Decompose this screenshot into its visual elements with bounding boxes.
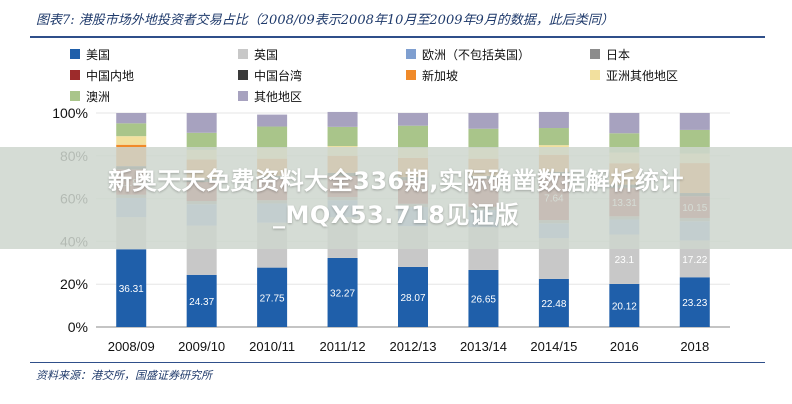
legend-swatch-taiwan — [238, 70, 248, 80]
bar-segment-other — [609, 113, 640, 134]
data-label: 36.31 — [119, 284, 144, 295]
banner-line-1: 新奥天天免费资料大全336期,实际确凿数据解析统计 — [108, 167, 684, 195]
legend-item-australia: 澳洲 — [70, 88, 110, 104]
legend-label-us: 美国 — [86, 47, 111, 62]
y-tick-label: 100% — [52, 105, 88, 121]
x-tick-label: 2013/14 — [460, 339, 507, 354]
title-divider — [30, 36, 765, 38]
bar-segment-australia — [327, 126, 358, 147]
legend-item-mainland: 中国内地 — [70, 67, 134, 83]
bar-segment-us — [327, 257, 358, 327]
bar-segment-australia — [398, 125, 428, 149]
x-tick-label: 2018 — [680, 339, 709, 354]
watermark-banner: 新奥天天免费资料大全336期,实际确凿数据解析统计 _MQX53.718见证版 — [0, 147, 792, 249]
data-label: 20.12 — [612, 301, 637, 312]
legend-swatch-singapore — [406, 70, 416, 80]
bar-segment-other — [327, 111, 358, 127]
legend-swatch-us — [70, 49, 80, 59]
legend-item-uk: 英国 — [238, 46, 278, 62]
legend-item-japan: 日本 — [590, 46, 630, 62]
data-label: 24.37 — [189, 297, 214, 308]
bar-segment-us — [609, 283, 640, 327]
bar-segment-us — [398, 266, 428, 327]
legend-label-mainland: 中国内地 — [86, 68, 135, 83]
bar-segment-us — [186, 274, 217, 327]
legend-label-asia-other: 亚洲其他地区 — [606, 68, 679, 83]
legend-item-us: 美国 — [70, 46, 110, 62]
bar-segment-other — [116, 113, 147, 124]
data-label: 23.23 — [682, 298, 707, 309]
legend-label-europe: 欧洲（不包括英国） — [422, 47, 531, 62]
data-label: 26.65 — [471, 294, 496, 305]
data-label: 27.75 — [260, 293, 285, 304]
bar-segment-other — [468, 113, 499, 129]
legend-item-europe: 欧洲（不包括英国） — [406, 46, 530, 62]
bar-segment-other — [679, 113, 710, 130]
y-tick-label: 0% — [68, 319, 88, 335]
x-tick-label: 2014/15 — [530, 339, 577, 354]
bar-segment-us — [257, 267, 288, 327]
bar-segment-australia — [116, 123, 147, 137]
bar-segment-us — [116, 249, 147, 327]
legend-swatch-other — [238, 91, 248, 101]
bar-segment-other — [398, 113, 428, 126]
data-label: 32.27 — [330, 288, 355, 299]
bar-segment-us — [538, 278, 569, 327]
legend-item-taiwan: 中国台湾 — [238, 67, 302, 83]
source-note: 资料来源：港交所，国盛证券研究所 — [36, 369, 212, 382]
x-tick-label: 2011/12 — [320, 339, 366, 354]
bar-segment-australia — [257, 126, 288, 148]
data-label: 22.48 — [541, 299, 566, 310]
y-tick-label: 20% — [60, 276, 88, 292]
bar-segment-other — [186, 113, 217, 133]
legend-item-other: 其他地区 — [238, 88, 302, 104]
data-label: 17.22 — [682, 255, 707, 266]
legend-label-singapore: 新加坡 — [422, 68, 459, 83]
data-label: 28.07 — [400, 293, 425, 304]
x-tick-label: 2010/11 — [249, 339, 295, 354]
legend-label-australia: 澳洲 — [86, 89, 111, 104]
legend-item-asia-other: 亚洲其他地区 — [590, 67, 678, 83]
bar-segment-asia_other — [116, 136, 147, 145]
banner-line-2: _MQX53.718见证版 — [273, 201, 519, 229]
legend-swatch-europe — [406, 49, 416, 59]
legend-label-taiwan: 中国台湾 — [254, 68, 303, 83]
legend-swatch-mainland — [70, 70, 80, 80]
legend-label-other: 其他地区 — [254, 89, 303, 104]
legend-label-uk: 英国 — [254, 47, 279, 62]
x-tick-label: 2012/13 — [390, 339, 437, 354]
legend-item-singapore: 新加坡 — [406, 67, 458, 83]
legend-swatch-australia — [70, 91, 80, 101]
x-tick-label: 2016 — [610, 339, 639, 354]
legend-swatch-japan — [590, 49, 600, 59]
bar-segment-australia — [468, 128, 499, 148]
legend-swatch-asia-other — [590, 70, 600, 80]
source-divider — [30, 362, 765, 363]
chart-title: 图表7: 港股市场外地投资者交易占比（2008/09表示2008年10月至200… — [36, 13, 614, 28]
bar-segment-australia — [186, 132, 217, 150]
x-tick-label: 2009/10 — [178, 339, 225, 354]
x-tick-label: 2008/09 — [108, 339, 155, 354]
legend-swatch-uk — [238, 49, 248, 59]
bar-segment-australia — [538, 128, 569, 146]
bar-segment-us — [468, 269, 499, 327]
bar-segment-other — [257, 114, 288, 127]
bar-segment-other — [538, 111, 569, 129]
bar-segment-us — [679, 277, 710, 327]
data-label: 23.1 — [615, 255, 635, 266]
legend-label-japan: 日本 — [606, 47, 631, 62]
